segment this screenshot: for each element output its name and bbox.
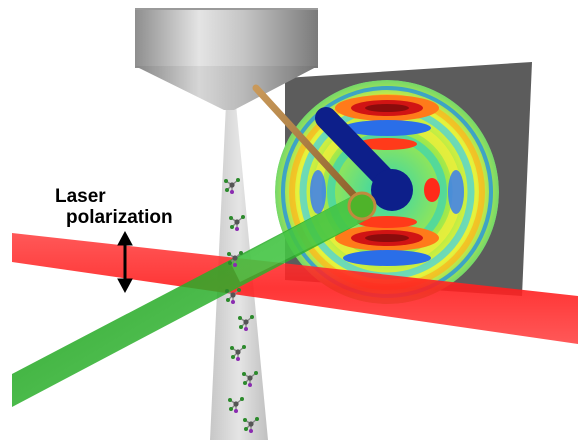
molecule [228,397,244,413]
molecule [242,371,258,387]
probe-beam [12,194,370,407]
laser-beam [12,233,578,344]
nozzle [135,8,318,110]
beam-block-rod [252,84,366,208]
laser-polarization-label-line1: Laser [55,186,106,207]
molecule [225,288,241,304]
laser-polarization-label-line2: polarization [66,207,173,228]
molecules [224,178,259,433]
molecule [227,251,243,267]
molecule [243,417,259,433]
beam-block-tip [347,191,377,221]
molecule [224,178,240,194]
molecule [238,315,254,331]
molecule [229,215,245,231]
beam-block-disk [371,169,413,211]
probe-beam-glow [230,194,370,282]
polarization-arrow [117,230,133,294]
molecule [230,345,246,361]
